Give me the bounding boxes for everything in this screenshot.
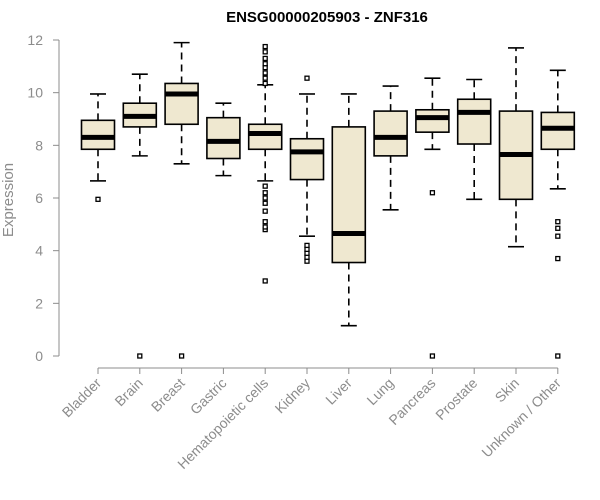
box xyxy=(331,126,367,264)
x-tick-label: Lung xyxy=(363,375,396,408)
outlier-point xyxy=(262,278,268,284)
x-tick-label: Skin xyxy=(492,375,523,406)
outlier-point xyxy=(555,225,561,231)
outlier-point xyxy=(178,353,185,359)
x-tick-label: Kidney xyxy=(272,375,314,417)
x-tick-label: Breast xyxy=(148,375,188,415)
outlier-point xyxy=(262,195,268,201)
box-group xyxy=(80,93,116,202)
box-group xyxy=(540,69,576,359)
outlier-point xyxy=(429,353,436,359)
outlier-point xyxy=(262,55,268,62)
box xyxy=(373,110,408,157)
outlier-point xyxy=(262,70,268,76)
box-group xyxy=(122,73,158,359)
box xyxy=(247,123,283,151)
box xyxy=(80,119,116,151)
outlier-point xyxy=(262,80,268,87)
box-group xyxy=(498,47,534,248)
y-tick-label: 6 xyxy=(35,190,43,206)
outlier-point xyxy=(262,190,268,196)
outlier-point xyxy=(555,233,561,239)
y-axis: 0 2 4 6 8 10 12 xyxy=(27,32,60,364)
outlier-point xyxy=(262,43,268,50)
x-tick-label: Liver xyxy=(322,375,355,408)
outlier-point xyxy=(555,219,561,225)
y-tick-label: 0 xyxy=(35,348,43,364)
y-tick-label: 2 xyxy=(35,295,43,311)
box-group xyxy=(331,93,367,327)
outlier-point xyxy=(262,183,268,189)
outlier-point xyxy=(262,200,268,206)
box-group xyxy=(415,77,450,359)
outlier-point xyxy=(429,190,436,196)
box-group xyxy=(206,102,241,177)
outlier-point xyxy=(262,219,268,225)
box xyxy=(456,98,492,145)
box-group xyxy=(247,43,283,284)
y-tick-label: 10 xyxy=(27,85,43,101)
outlier-point xyxy=(262,224,268,230)
y-axis-label: Expression xyxy=(0,163,17,237)
box xyxy=(206,116,241,160)
box-group xyxy=(289,75,325,264)
box-group xyxy=(373,85,408,211)
outlier-point xyxy=(95,196,101,202)
box xyxy=(415,108,450,133)
box xyxy=(540,111,576,151)
y-tick-label: 12 xyxy=(27,32,43,48)
outlier-point xyxy=(137,353,143,359)
outlier-point xyxy=(262,208,268,214)
x-tick-label: Prostate xyxy=(432,375,480,423)
outlier-point xyxy=(555,353,561,359)
outlier-point xyxy=(304,242,310,249)
x-tick-label: Unknown / Other xyxy=(478,375,564,461)
x-tick-label: Brain xyxy=(111,375,145,409)
outlier-point xyxy=(262,49,268,55)
y-tick-label: 4 xyxy=(35,243,43,259)
x-tick-label: Bladder xyxy=(59,375,105,421)
chart-title: ENSG00000205903 - ZNF316 xyxy=(226,9,428,26)
outlier-point xyxy=(304,75,310,81)
outlier-point xyxy=(262,75,268,81)
box xyxy=(164,82,199,126)
box-group xyxy=(456,78,492,201)
boxes xyxy=(80,41,576,359)
outlier-point xyxy=(555,255,561,262)
y-tick-label: 8 xyxy=(35,137,43,153)
outlier-point xyxy=(262,61,268,67)
box-group xyxy=(164,41,199,359)
box xyxy=(289,137,325,181)
